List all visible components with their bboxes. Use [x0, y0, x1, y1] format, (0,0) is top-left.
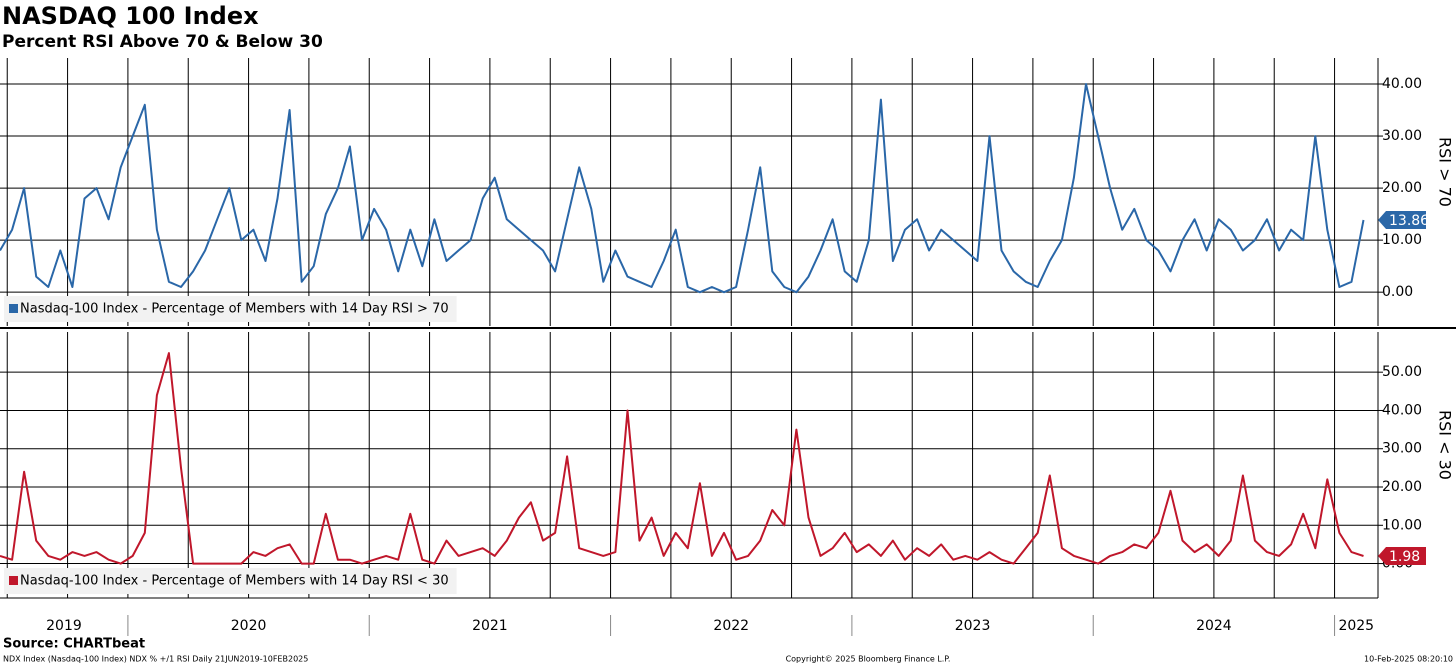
legend-box	[4, 296, 457, 322]
last-value-label: 1.98	[1389, 549, 1420, 565]
last-value-badge	[1378, 211, 1426, 230]
x-tick-label: 2024	[1196, 618, 1232, 634]
footer-right: 10-Feb-2025 08:20:10	[1364, 655, 1453, 664]
legend: Nasdaq-100 Index - Percentage of Members…	[4, 296, 457, 322]
x-tick-label: 2020	[231, 618, 267, 634]
y-axis-label: RSI < 30	[1436, 410, 1455, 480]
y-tick-label: 20.00	[1382, 180, 1422, 196]
last-value-badge	[1378, 546, 1426, 565]
y-tick-label: 40.00	[1382, 402, 1422, 418]
chart-subtitle: Percent RSI Above 70 & Below 30	[2, 32, 323, 52]
y-tick-label: 50.00	[1382, 364, 1422, 380]
footer-center: Copyright© 2025 Bloomberg Finance L.P.	[786, 655, 951, 664]
last-value-label: 13.86	[1389, 213, 1429, 229]
y-tick-label: 0.00	[1382, 284, 1413, 300]
y-tick-label: 10.00	[1382, 517, 1422, 533]
chart-title: NASDAQ 100 Index	[2, 2, 259, 30]
line-series	[0, 83, 1365, 294]
legend-label: Nasdaq-100 Index - Percentage of Members…	[20, 302, 449, 317]
y-tick-label: 30.00	[1382, 441, 1422, 457]
legend-swatch	[9, 576, 18, 585]
legend: Nasdaq-100 Index - Percentage of Members…	[4, 568, 457, 594]
x-tick-label: 2023	[955, 618, 991, 634]
y-tick-label: 10.00	[1382, 232, 1422, 248]
y-tick-label: 30.00	[1382, 128, 1422, 144]
legend-swatch	[9, 304, 18, 313]
x-tick-label: 2025	[1338, 618, 1374, 634]
y-tick-label: 40.00	[1382, 76, 1422, 92]
y-axis-label: RSI > 70	[1436, 137, 1455, 207]
legend-box	[4, 568, 457, 594]
legend-label: Nasdaq-100 Index - Percentage of Members…	[20, 574, 449, 589]
x-tick-label: 2022	[713, 618, 749, 634]
source: Source: CHARTbeat	[3, 637, 145, 652]
line-series	[0, 352, 1364, 565]
x-tick-label: 2019	[46, 618, 82, 634]
x-tick-label: 2021	[472, 618, 508, 634]
y-tick-label: 20.00	[1382, 479, 1422, 495]
footer-left: NDX Index (Nasdaq-100 Index) NDX % +/1 R…	[3, 655, 308, 664]
